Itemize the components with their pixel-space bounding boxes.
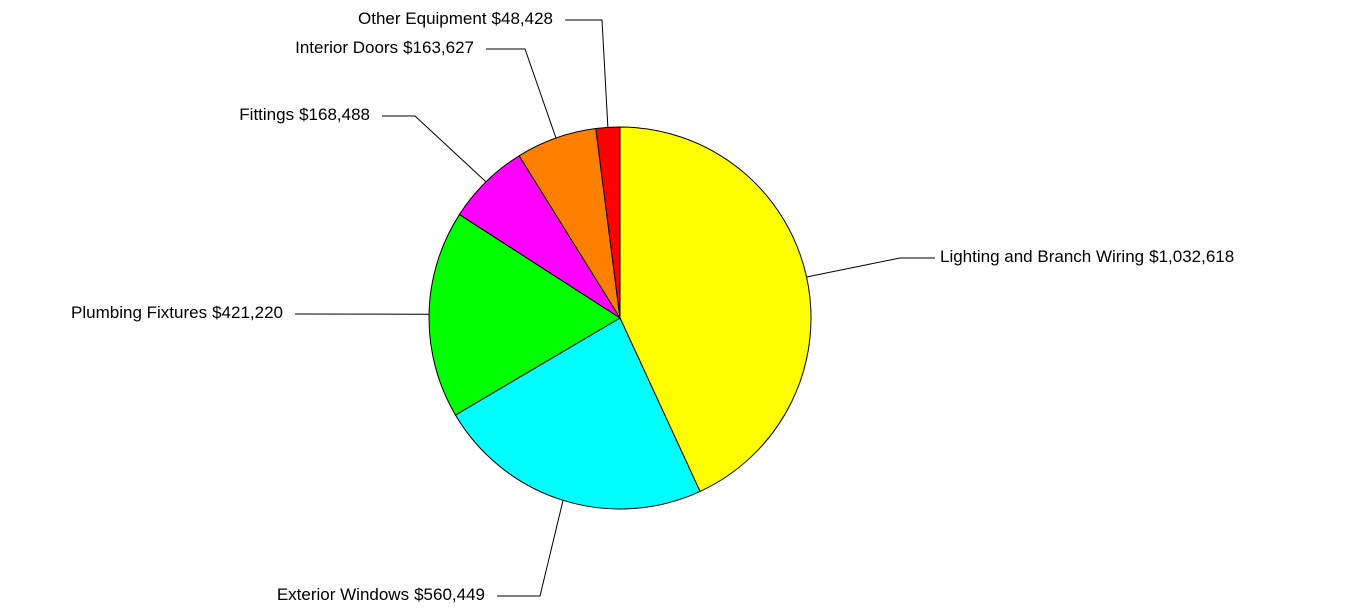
leader-line xyxy=(806,257,935,278)
slice-name: Exterior Windows xyxy=(277,585,409,604)
leader-line xyxy=(565,19,609,128)
slice-value: $163,627 xyxy=(403,38,474,57)
slice-value: $1,032,618 xyxy=(1149,247,1234,266)
slice-label: Lighting and Branch Wiring $1,032,618 xyxy=(940,247,1234,266)
slice-name: Interior Doors xyxy=(295,38,398,57)
slice-value: $48,428 xyxy=(492,9,553,28)
slice-label: Interior Doors $163,627 xyxy=(295,38,474,57)
leader-line xyxy=(486,48,557,139)
pie-slice xyxy=(619,126,812,493)
slice-value: $560,449 xyxy=(414,585,485,604)
slice-name: Fittings xyxy=(239,105,294,124)
slice-label: Plumbing Fixtures $421,220 xyxy=(71,303,283,322)
slice-value: $421,220 xyxy=(212,303,283,322)
pie-slice xyxy=(428,213,621,416)
slice-label: Other Equipment $48,428 xyxy=(358,9,553,28)
leader-line xyxy=(382,115,487,183)
pie-slice xyxy=(454,317,701,510)
leader-line xyxy=(497,500,564,597)
slice-name: Lighting and Branch Wiring xyxy=(940,247,1144,266)
slice-name: Other Equipment xyxy=(358,9,487,28)
pie-slice xyxy=(595,126,621,319)
slice-label: Exterior Windows $560,449 xyxy=(277,585,485,604)
slice-name: Plumbing Fixtures xyxy=(71,303,207,322)
slice-value: $168,488 xyxy=(299,105,370,124)
slice-label: Fittings $168,488 xyxy=(239,105,370,124)
